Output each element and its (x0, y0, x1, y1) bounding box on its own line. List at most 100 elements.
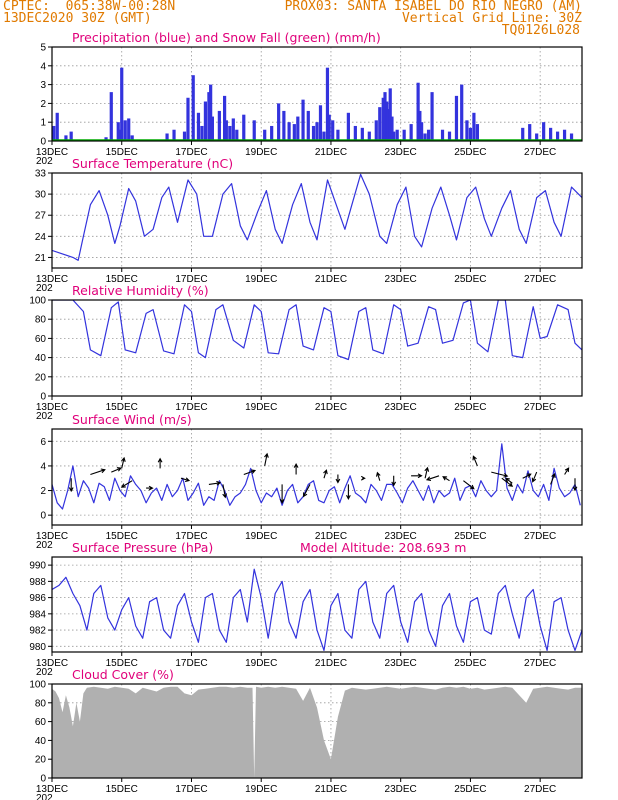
ytick-label-pressure-2: 984 (29, 609, 46, 620)
year-stub-rh: 202 (36, 411, 53, 422)
precip-bar-69 (430, 92, 434, 141)
xtick-label-temp-7: 27DEC (524, 274, 556, 285)
title-pressure: Surface Pressure (hPa) (72, 540, 213, 555)
xtick-label-cloud-7: 27DEC (524, 784, 556, 795)
ytick-label-cloud-3: 60 (35, 717, 47, 728)
precip-bar-12 (165, 133, 169, 141)
wind-arrow-34 (572, 478, 578, 492)
wind-arrow-23 (425, 475, 440, 482)
xtick-label-rh-5: 23DEC (385, 402, 417, 413)
ytick-label-wind-3: 6 (40, 437, 46, 448)
xtick-label-temp-2: 17DEC (175, 274, 207, 285)
xtick-label-pressure-6: 25DEC (454, 658, 486, 669)
xtick-label-wind-0: 13DEC (36, 531, 68, 542)
precip-bar-7 (118, 129, 122, 141)
precip-bar-67 (423, 133, 427, 141)
ytick-label-wind-1: 2 (40, 486, 46, 497)
wind-arrow-18 (360, 475, 366, 481)
wind-line (52, 443, 581, 510)
frame-wind (51, 428, 583, 526)
wind-arrow-5 (146, 485, 154, 491)
ytick-label-temp-3: 30 (35, 190, 47, 201)
precip-bar-58 (388, 88, 392, 141)
ytick-label-cloud-0: 0 (40, 774, 46, 785)
xtick-label-rh-4: 21DEC (315, 402, 347, 413)
wind-arrow-32 (550, 472, 556, 485)
ytick-label-temp-4: 33 (35, 169, 47, 180)
xtick-label-wind-6: 25DEC (454, 531, 486, 542)
header-location: CPTEC: 065:38W-00:28N (3, 0, 176, 14)
wind-arrow-6 (157, 457, 163, 469)
precip-bar-14 (182, 131, 187, 141)
series-group-cloud (52, 686, 582, 778)
xtick-label-cloud-3: 19DEC (245, 784, 277, 795)
wind-arrow-20 (391, 475, 397, 487)
ytick-label-precip-1: 1 (40, 118, 46, 129)
precip-bar-21 (209, 84, 213, 141)
ytick-label-temp-1: 24 (35, 232, 47, 243)
precip-bar-76 (472, 112, 476, 141)
precip-bar-47 (336, 129, 340, 141)
precip-bar-18 (200, 125, 204, 141)
header-model-code: TQ0126L028 (501, 23, 580, 38)
ytick-label-pressure-5: 990 (29, 561, 46, 572)
xtick-label-rh-1: 15DEC (106, 402, 138, 413)
precip-bar-13 (172, 129, 176, 141)
precip-bar-16 (191, 75, 195, 141)
wind-arrow-15 (323, 469, 328, 479)
precip-bar-63 (409, 124, 413, 141)
wind-arrow-26 (472, 455, 478, 467)
precip-bar-29 (242, 114, 246, 141)
xtick-label-pressure-4: 21DEC (315, 658, 347, 669)
precip-bar-9 (123, 120, 127, 141)
precip-bar-55 (383, 92, 387, 141)
xtick-label-wind-3: 19DEC (245, 531, 277, 542)
wind-arrow-29 (505, 477, 513, 484)
xtick-label-temp-5: 23DEC (385, 274, 417, 285)
title-wind: Surface Wind (m/s) (72, 412, 192, 427)
xtick-label-wind-4: 21DEC (315, 531, 347, 542)
precip-bar-65 (418, 110, 422, 141)
precip-bar-34 (282, 110, 286, 141)
ytick-label-pressure-4: 988 (29, 577, 46, 588)
xtick-label-temp-3: 19DEC (245, 274, 277, 285)
xtick-label-wind-2: 17DEC (175, 531, 207, 542)
precip-bar-51 (367, 131, 371, 141)
precip-bar-45 (327, 114, 331, 141)
precip-bar-79 (528, 124, 532, 141)
xtick-label-temp-6: 25DEC (454, 274, 486, 285)
xtick-label-precip-4: 21DEC (315, 147, 347, 158)
xtick-label-cloud-4: 21DEC (315, 784, 347, 795)
xtick-label-rh-2: 17DEC (175, 402, 207, 413)
precip-bar-20 (207, 92, 211, 141)
year-stub-temp: 202 (36, 283, 53, 294)
frame-cloud (51, 683, 583, 779)
precip-bar-68 (426, 129, 431, 141)
panel-rh: 0 20 40 60 80 100 13DEC 15DEC 17DEC 19DEC 21DEC 23D… (29, 283, 583, 422)
precip-bar-80 (535, 133, 539, 141)
ytick-label-wind-0: 0 (40, 511, 46, 522)
rh-line (52, 300, 582, 361)
ytick-label-precip-3: 3 (40, 80, 46, 91)
precip-bar-64 (416, 82, 420, 141)
precip-bar-4 (104, 137, 108, 141)
precip-bar-26 (228, 125, 232, 141)
precip-bar-81 (542, 122, 546, 141)
series-group-rh (52, 300, 582, 361)
wind-arrow-1 (90, 468, 106, 476)
precip-bar-82 (549, 127, 553, 141)
cloud-cover-area (52, 686, 582, 778)
precip-bar-74 (465, 120, 469, 141)
title-cloud: Cloud Cover (%) (72, 667, 174, 682)
wind-arrow-4 (120, 480, 133, 488)
ytick-label-temp-0: 21 (35, 253, 47, 264)
wind-arrow-25 (463, 480, 475, 490)
frame-temp (51, 172, 583, 269)
xtick-label-pressure-7: 27DEC (524, 658, 556, 669)
precip-bar-52 (374, 120, 378, 141)
xtick-label-pressure-1: 15DEC (106, 658, 138, 669)
precip-bar-42 (318, 105, 323, 141)
wind-arrow-24 (442, 476, 450, 482)
ytick-label-pressure-1: 982 (29, 626, 46, 637)
